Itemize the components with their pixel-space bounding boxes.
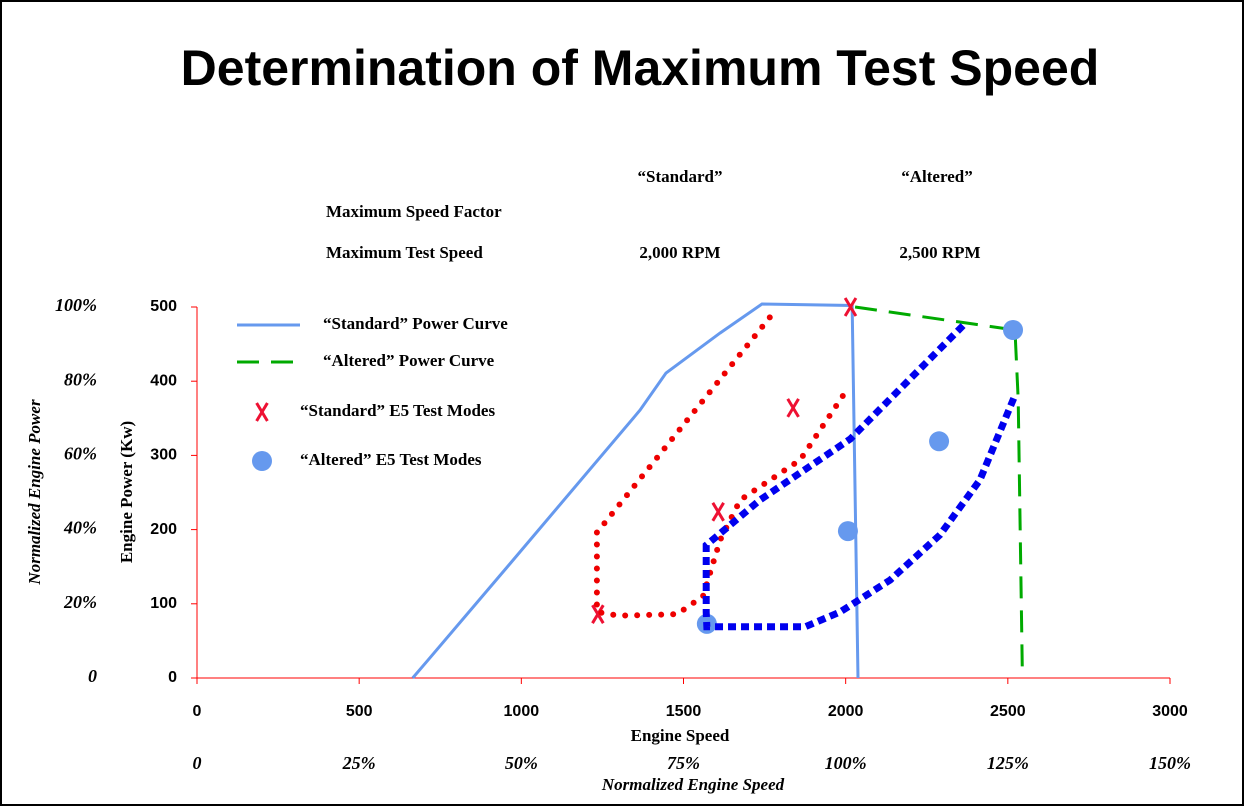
y-tick-label: 500 bbox=[150, 298, 177, 315]
x-tick-label: 2000 bbox=[828, 703, 864, 720]
x2-tick-label: 125% bbox=[987, 753, 1029, 773]
x-marker-stroke bbox=[711, 502, 725, 522]
series-line bbox=[702, 323, 1019, 631]
chart-title: Determination of Maximum Test Speed bbox=[181, 40, 1100, 96]
table-cell: 2,000 RPM bbox=[639, 243, 720, 262]
x-tick-label: 0 bbox=[193, 703, 202, 720]
x-marker bbox=[711, 502, 725, 522]
x-marker-stroke bbox=[843, 297, 858, 317]
x2-tick-label: 50% bbox=[505, 753, 538, 773]
circle-marker bbox=[929, 431, 950, 452]
y-tick-label: 0 bbox=[168, 669, 177, 686]
y2-tick-label: 60% bbox=[64, 444, 97, 464]
circle-marker bbox=[1003, 320, 1024, 341]
table-cell: 2,500 RPM bbox=[899, 243, 980, 262]
x2-tick-label: 0 bbox=[193, 753, 202, 773]
x-marker bbox=[786, 398, 800, 418]
x2-tick-label: 100% bbox=[825, 753, 867, 773]
table-column: “Altered” bbox=[901, 167, 972, 186]
x-tick-label: 1000 bbox=[504, 703, 540, 720]
x2-tick-label: 150% bbox=[1149, 753, 1191, 773]
x-tick-label: 2500 bbox=[990, 703, 1026, 720]
x2-tick-label: 75% bbox=[667, 753, 700, 773]
x-marker-stroke bbox=[255, 402, 269, 422]
circle-marker bbox=[252, 451, 272, 471]
legend-label: “Standard” E5 Test Modes bbox=[300, 401, 495, 420]
x-marker bbox=[591, 604, 605, 624]
x-marker bbox=[255, 402, 269, 422]
x-tick-label: 3000 bbox=[1152, 703, 1188, 720]
y-tick-label: 200 bbox=[150, 521, 177, 538]
x-tick-label: 500 bbox=[346, 703, 373, 720]
x2-axis-label: Normalized Engine Speed bbox=[601, 775, 785, 794]
legend-label: “Altered” Power Curve bbox=[323, 351, 495, 370]
series-line bbox=[411, 302, 860, 679]
x-axis-label: Engine Speed bbox=[631, 726, 730, 745]
series-line bbox=[854, 305, 1024, 679]
y-tick-label: 300 bbox=[150, 447, 177, 464]
table-row-label: Maximum Test Speed bbox=[326, 243, 483, 262]
x2-tick-label: 25% bbox=[342, 753, 376, 773]
x-tick-label: 1500 bbox=[666, 703, 702, 720]
legend-label: “Altered” E5 Test Modes bbox=[300, 450, 482, 469]
x-marker-stroke bbox=[786, 398, 800, 418]
x-marker-stroke bbox=[591, 604, 605, 624]
y-tick-label: 100 bbox=[150, 595, 177, 612]
y2-tick-label: 80% bbox=[64, 369, 97, 389]
table-column: “Standard” bbox=[637, 167, 722, 186]
y2-tick-label: 40% bbox=[63, 518, 97, 538]
x-marker bbox=[843, 297, 858, 317]
table-row-label: Maximum Speed Factor bbox=[326, 202, 502, 221]
legend-label: “Standard” Power Curve bbox=[323, 314, 508, 333]
y2-tick-label: 100% bbox=[55, 295, 97, 315]
y2-tick-label: 20% bbox=[63, 592, 97, 612]
circle-marker bbox=[837, 521, 858, 542]
y2-tick-label: 0 bbox=[88, 666, 97, 686]
y-tick-label: 400 bbox=[150, 372, 177, 389]
y-axis-label: Engine Power (Kw) bbox=[117, 421, 136, 563]
y2-axis-label: Normalized Engine Power bbox=[25, 399, 44, 586]
